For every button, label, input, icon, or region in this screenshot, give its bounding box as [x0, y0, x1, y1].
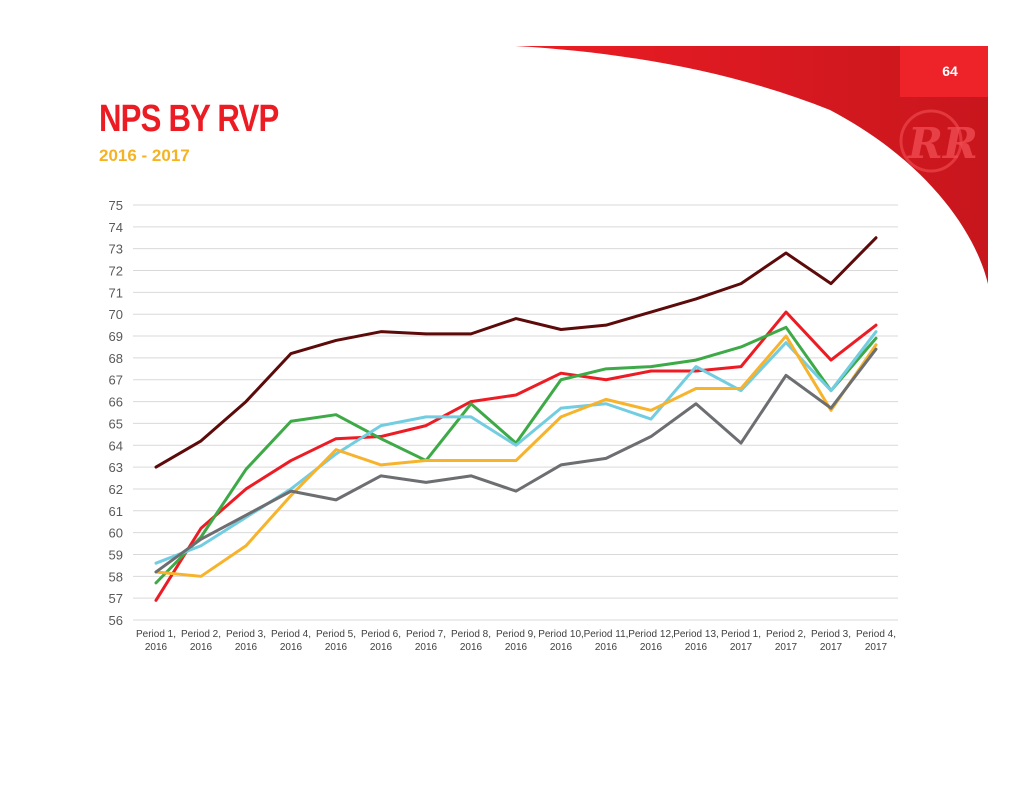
x-tick-label: Period 7, 2016	[406, 629, 446, 653]
gridlines	[133, 204, 898, 621]
y-axis-ticks: 56 57 58 59 60 61 62 63 64 65 66 67 68 69 70 71 72 73 74 75	[109, 198, 123, 628]
y-tick-label: 67	[109, 373, 123, 388]
y-tick-label: 66	[109, 395, 123, 410]
x-tick-label: Period 2, 2016	[181, 629, 221, 653]
y-tick-label: 60	[109, 526, 123, 541]
x-tick-label: Period 10, 2016	[538, 629, 584, 653]
y-tick-label: 69	[109, 329, 123, 344]
y-tick-label: 72	[109, 264, 123, 279]
banner-tab	[900, 46, 988, 97]
series-line-3	[154, 325, 878, 585]
x-tick-label: Period 11, 2016	[584, 629, 629, 653]
x-tick-label: Period 2, 2017	[766, 629, 806, 653]
x-tick-label: Period 4, 2016	[271, 629, 311, 653]
logo-rr-icon	[899, 109, 963, 173]
x-tick-label: Period 1, 2016	[136, 629, 176, 653]
y-tick-label: 59	[109, 547, 123, 562]
series-line-1	[154, 236, 878, 469]
series-line-4	[154, 330, 878, 565]
series-line-5	[154, 334, 878, 578]
page-subtitle: 2016 - 2017	[99, 146, 190, 165]
logo-text: RR	[907, 119, 978, 168]
x-tick-label: Period 9, 2016	[496, 629, 536, 653]
y-tick-label: 57	[109, 591, 123, 606]
series-lines	[154, 236, 878, 602]
y-tick-label: 64	[109, 438, 123, 453]
x-tick-label: Period 6, 2016	[361, 629, 401, 653]
y-tick-label: 73	[109, 242, 123, 257]
y-tick-label: 70	[109, 307, 123, 322]
x-tick-label: Period 4, 2017	[856, 629, 896, 653]
y-tick-label: 63	[109, 460, 123, 475]
y-tick-label: 75	[109, 198, 123, 213]
banner-swoosh	[515, 46, 988, 284]
series-line-2	[154, 310, 878, 602]
x-tick-label: Period 8, 2016	[451, 629, 491, 653]
y-tick-label: 65	[109, 416, 123, 431]
x-tick-label: Period 3, 2017	[811, 629, 851, 653]
y-tick-label: 74	[109, 220, 123, 235]
y-tick-label: 56	[109, 613, 123, 628]
page-number: 64	[942, 63, 958, 79]
y-tick-label: 61	[109, 504, 123, 519]
x-tick-label: Period 3, 2016	[226, 629, 266, 653]
page-title: NPS BY RVP	[99, 98, 279, 140]
x-tick-label: Period 1, 2017	[721, 629, 761, 653]
x-tick-label: Period 13, 2016	[673, 629, 719, 653]
series-line-6	[154, 347, 878, 574]
y-tick-label: 71	[109, 285, 123, 300]
y-tick-label: 58	[109, 569, 123, 584]
y-tick-label: 62	[109, 482, 123, 497]
x-tick-label: Period 5, 2016	[316, 629, 356, 653]
x-tick-label: Period 12, 2016	[628, 629, 674, 653]
y-tick-label: 68	[109, 351, 123, 366]
